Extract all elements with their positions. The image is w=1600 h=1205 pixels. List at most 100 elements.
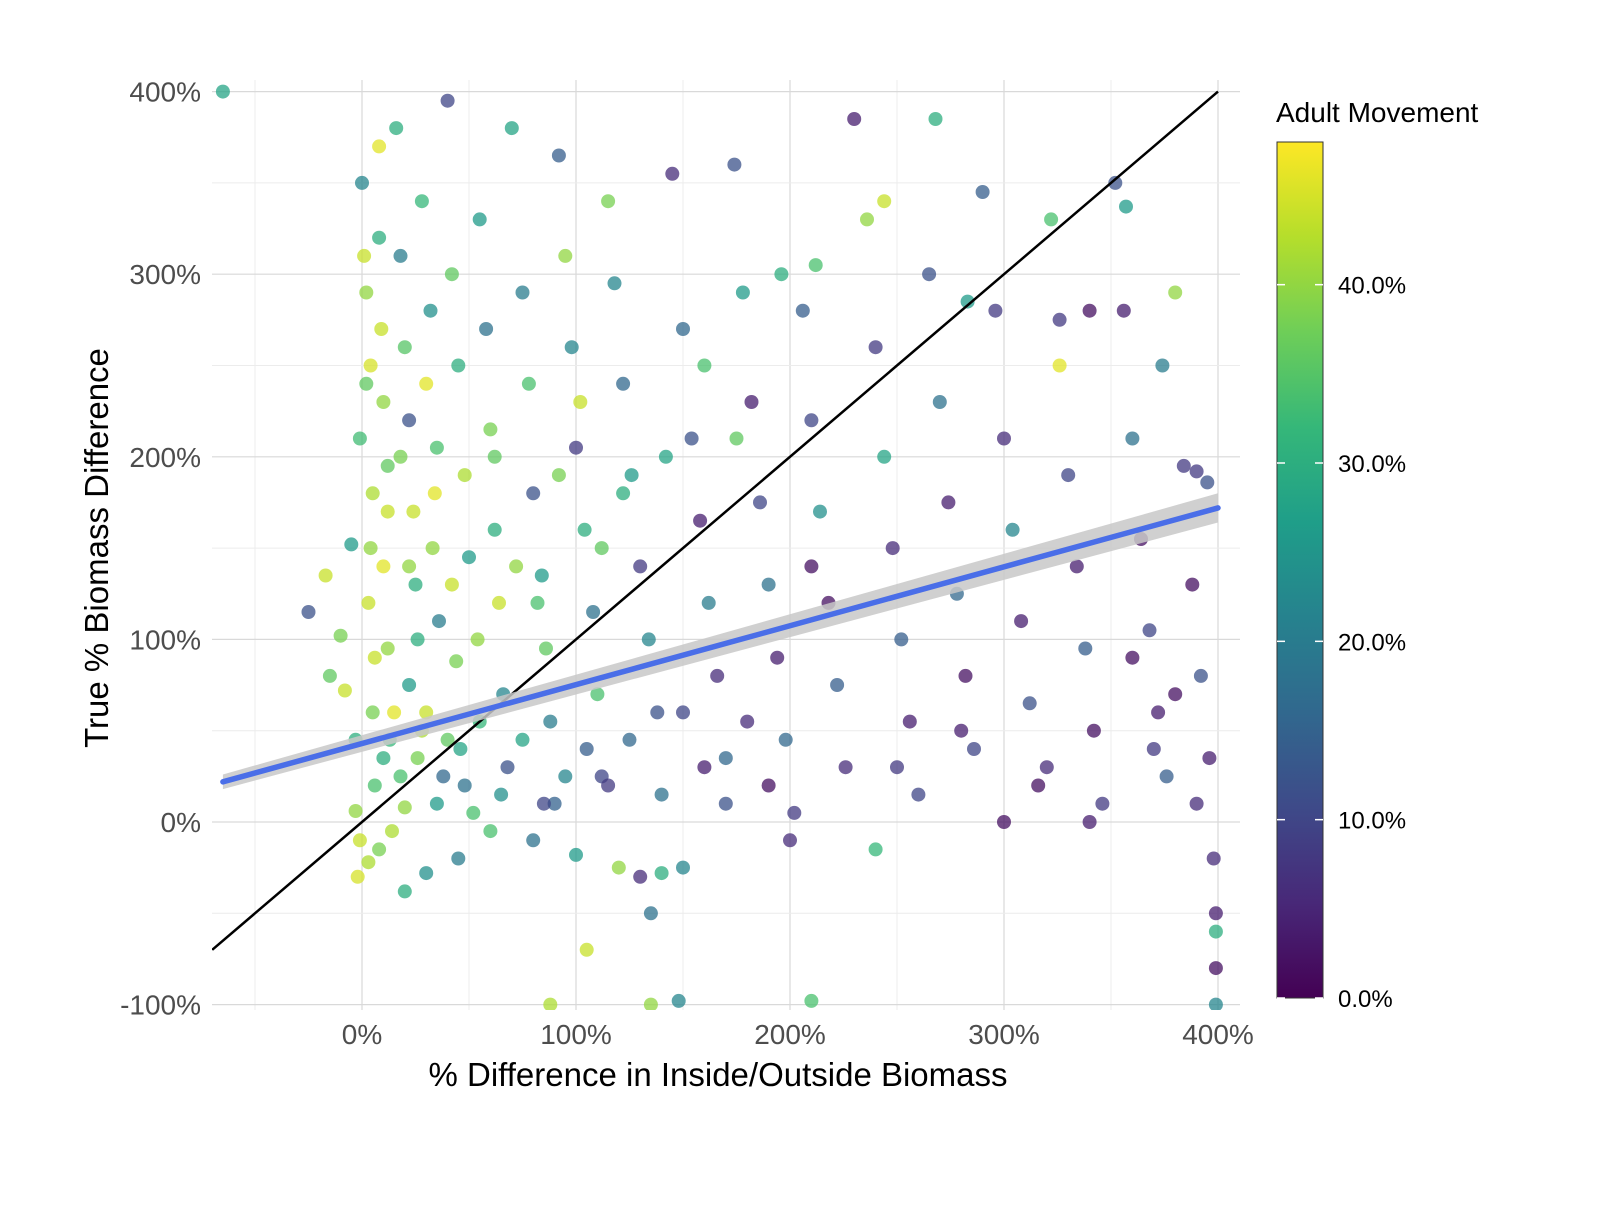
y-tick-label: 400% <box>129 77 201 108</box>
data-point <box>727 157 742 172</box>
data-point <box>1208 961 1223 976</box>
data-point <box>1078 641 1093 656</box>
data-point <box>804 993 819 1008</box>
x-tick-label: 400% <box>1182 1019 1254 1050</box>
data-point <box>521 376 536 391</box>
data-point <box>457 778 472 793</box>
data-point <box>348 804 363 818</box>
data-point <box>624 468 639 483</box>
data-point <box>483 824 498 839</box>
data-point <box>466 805 481 820</box>
data-point <box>761 577 776 592</box>
data-point <box>894 632 909 647</box>
data-point <box>590 687 605 702</box>
data-point <box>376 395 391 409</box>
data-point <box>352 431 367 446</box>
data-point <box>402 413 417 428</box>
data-point <box>658 449 673 464</box>
data-point <box>877 194 892 209</box>
y-axis-ticks: -100% 0% 100% 200% 300% 400% <box>120 77 201 1021</box>
data-point <box>1168 687 1183 702</box>
data-point <box>429 440 444 455</box>
data-point <box>457 468 472 483</box>
data-point <box>402 678 417 692</box>
data-point <box>363 541 378 556</box>
data-point <box>397 800 412 815</box>
data-point <box>1039 760 1054 775</box>
data-point <box>1082 815 1097 829</box>
data-point <box>427 486 442 501</box>
data-point <box>515 285 530 300</box>
data-point <box>408 577 423 592</box>
data-point <box>472 212 487 227</box>
x-tick-label: 100% <box>540 1019 612 1050</box>
data-point <box>352 833 367 848</box>
data-point <box>564 340 579 355</box>
data-point <box>350 869 365 884</box>
data-point <box>1168 285 1183 300</box>
data-point <box>954 723 969 738</box>
data-point <box>494 787 509 802</box>
data-point <box>440 732 455 747</box>
data-point <box>526 833 541 848</box>
data-point <box>729 431 744 446</box>
data-point <box>1116 303 1131 318</box>
data-point <box>1200 475 1215 490</box>
data-point <box>397 340 412 355</box>
data-point <box>385 824 399 839</box>
data-point <box>1005 522 1020 537</box>
data-point <box>380 504 395 519</box>
data-point <box>551 148 566 163</box>
data-point <box>633 869 648 884</box>
data-point <box>372 842 387 857</box>
data-point <box>676 705 690 720</box>
data-point <box>365 486 380 501</box>
data-point <box>393 769 408 784</box>
data-point <box>444 577 459 592</box>
data-point <box>402 559 417 574</box>
data-point <box>1095 796 1110 811</box>
data-point <box>676 322 690 336</box>
data-point <box>479 322 494 336</box>
colorbar-tick-label: 30.0% <box>1338 451 1406 478</box>
data-point <box>654 866 669 881</box>
data-point <box>359 285 374 300</box>
data-point <box>436 769 451 784</box>
data-point <box>558 248 573 263</box>
data-point <box>376 559 391 574</box>
data-point <box>543 997 558 1010</box>
data-point <box>372 139 387 154</box>
data-point <box>462 550 476 565</box>
data-point <box>451 358 466 373</box>
y-tick-label: -100% <box>120 990 201 1021</box>
data-point <box>774 267 789 282</box>
data-point <box>795 303 810 318</box>
data-point <box>607 276 622 291</box>
data-point <box>1208 924 1223 939</box>
data-point <box>611 860 626 875</box>
data-point <box>547 796 562 811</box>
data-point <box>440 93 455 108</box>
data-point <box>301 605 316 619</box>
data-point <box>643 906 658 921</box>
data-point <box>633 559 648 574</box>
colorbar-legend: Adult Movement 0.0% 10.0% 20.0% 30.0% 40.0% <box>1276 97 1479 1013</box>
data-point <box>410 751 425 766</box>
data-point <box>543 714 558 729</box>
data-point <box>1108 175 1123 190</box>
data-point <box>804 559 819 574</box>
colorbar <box>1276 141 1324 999</box>
data-point <box>877 449 892 464</box>
data-point <box>654 787 669 802</box>
data-point <box>890 760 904 775</box>
data-point <box>665 166 680 181</box>
data-point <box>601 778 616 793</box>
data-point <box>451 851 466 866</box>
trend-line <box>220 505 1221 785</box>
data-point <box>500 760 515 775</box>
legend-title: Adult Movement <box>1276 97 1479 128</box>
data-point <box>641 632 656 647</box>
data-point <box>367 778 382 793</box>
data-point <box>697 358 712 373</box>
colorbar-tick-label: 10.0% <box>1338 808 1406 835</box>
